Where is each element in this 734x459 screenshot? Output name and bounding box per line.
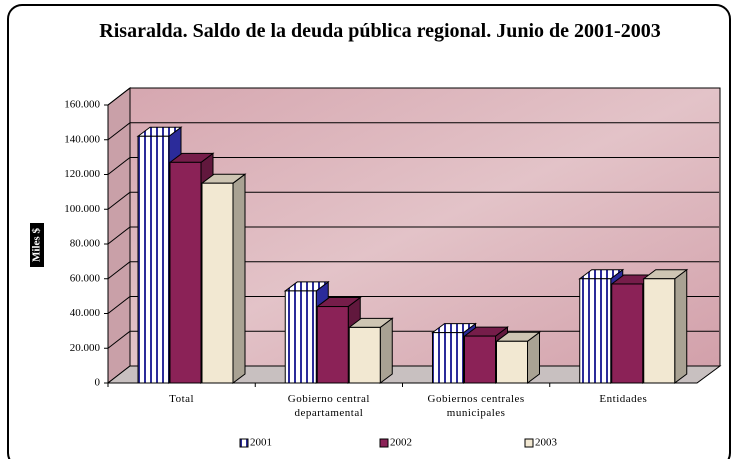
grid-line [107, 261, 719, 280]
bar [432, 332, 464, 384]
x-tick-label: Gobierno central departamental [287, 393, 370, 419]
bar [169, 161, 202, 384]
bar-side [674, 268, 688, 384]
y-tick-label: 60.000 [70, 272, 101, 284]
grid-line [107, 87, 719, 106]
bar [496, 340, 528, 384]
y-tick-label: 0 [95, 377, 101, 389]
y-tick-label: 100.000 [64, 203, 100, 215]
legend-label: 2003 [535, 437, 558, 449]
bar [579, 278, 612, 384]
legend-label: 2001 [250, 437, 272, 449]
legend-swatch [239, 438, 249, 448]
bar-side [232, 173, 246, 384]
grid-line [107, 226, 719, 245]
grid-line [107, 330, 719, 349]
x-tick-label: Total [169, 393, 195, 405]
bar [464, 335, 496, 384]
bar-side [379, 317, 393, 384]
y-tick-label: 140.000 [64, 133, 100, 145]
grid-line [107, 122, 719, 141]
grid-line [107, 191, 719, 210]
y-tick-label: 120.000 [64, 168, 100, 180]
y-tick-label: 20.000 [70, 342, 101, 354]
x-tick-label: Entidades [599, 393, 648, 405]
bar [137, 135, 170, 384]
grid-line [107, 296, 719, 314]
bar [611, 283, 644, 384]
legend-label: 2002 [390, 437, 412, 449]
y-tick-label: 80.000 [70, 238, 101, 250]
legend-swatch [524, 438, 534, 448]
y-label-group: Miles $ [30, 223, 44, 267]
bar [643, 278, 676, 384]
bar [348, 326, 381, 384]
grid-line [107, 157, 719, 175]
chart-title: Risaralda. Saldo de la deuda pública reg… [99, 20, 661, 42]
y-tick-label: 160.000 [64, 99, 100, 111]
y-label-bg [30, 223, 44, 267]
bar [201, 182, 234, 384]
legend-swatch [379, 438, 389, 448]
bar [284, 290, 317, 384]
bar [316, 306, 349, 384]
y-tick-label: 40.000 [70, 307, 101, 319]
x-tick-label: Gobiernos centrales municipales [427, 393, 525, 419]
y-axis-label: Miles $ [31, 228, 43, 262]
